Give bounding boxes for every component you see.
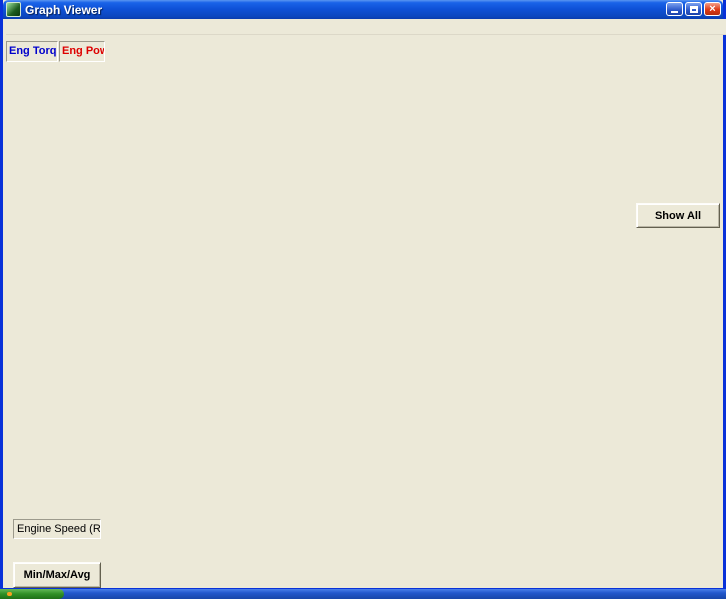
maximize-icon	[689, 5, 698, 13]
minimize-icon	[671, 11, 678, 13]
window-title: Graph Viewer	[25, 2, 103, 17]
title-bar[interactable]: Graph Viewer ×	[3, 0, 723, 19]
dyno-plot[interactable]	[101, 71, 641, 499]
torque-axis-label-box[interactable]: Eng Torque	[6, 41, 58, 62]
close-icon: ×	[709, 2, 716, 15]
menu-bar	[6, 19, 726, 35]
minimize-button[interactable]	[666, 2, 683, 16]
close-button[interactable]: ×	[704, 2, 721, 16]
start-logo-icon	[7, 592, 12, 596]
app-icon	[6, 2, 21, 17]
x-axis-name-box[interactable]: Engine Speed (RPM	[13, 519, 101, 539]
power-tick-column	[55, 0, 105, 599]
maximize-button[interactable]	[685, 2, 702, 16]
start-button-fragment[interactable]	[0, 589, 64, 599]
power-axis-label-box[interactable]: Eng Power	[59, 41, 105, 62]
min-max-avg-button[interactable]: Min/Max/Avg	[13, 562, 101, 588]
torque-tick-column	[3, 0, 54, 599]
taskbar	[0, 589, 726, 599]
show-all-button[interactable]: Show All	[636, 203, 720, 228]
